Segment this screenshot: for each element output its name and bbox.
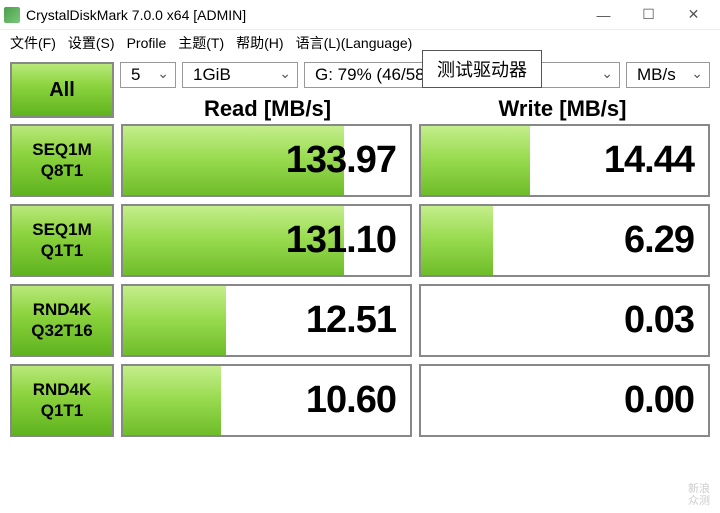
close-button[interactable]: ✕ [671, 1, 716, 29]
read-cell: 131.10 [121, 204, 412, 277]
header-read: Read [MB/s] [120, 94, 415, 122]
all-button[interactable]: All [10, 62, 114, 118]
minimize-button[interactable]: — [581, 1, 626, 29]
result-row: SEQ1MQ8T1 133.97 14.44 [10, 124, 710, 197]
write-value: 0.03 [624, 299, 694, 342]
size-select[interactable]: 1GiB [182, 62, 298, 88]
write-value: 14.44 [604, 139, 694, 182]
menu-settings[interactable]: 设置(S) [64, 31, 119, 55]
write-bar [421, 206, 493, 275]
drive-tooltip: 测试驱动器 [422, 50, 542, 88]
row-label-line1: SEQ1M [32, 140, 92, 160]
write-bar [421, 126, 530, 195]
read-value: 131.10 [286, 219, 396, 262]
row-label-line1: RND4K [33, 300, 92, 320]
read-cell: 133.97 [121, 124, 412, 197]
column-headers: Read [MB/s] Write [MB/s] [120, 94, 710, 122]
read-value: 10.60 [306, 379, 396, 422]
read-value: 12.51 [306, 299, 396, 342]
header-write: Write [MB/s] [415, 94, 710, 122]
controls-row: All 5 1GiB G: 79% (46/58 MB/s Read [MB/s… [10, 62, 710, 118]
row-label-line2: Q1T1 [41, 241, 84, 261]
watermark: 新浪 众测 [688, 483, 710, 507]
row-label-line2: Q32T16 [31, 321, 92, 341]
menubar: 文件(F) 设置(S) Profile 主题(T) 帮助(H) 语言(L)(La… [0, 30, 720, 56]
menu-help[interactable]: 帮助(H) [232, 31, 287, 55]
row-test-button[interactable]: RND4KQ1T1 [10, 364, 114, 437]
write-cell: 14.44 [419, 124, 710, 197]
write-cell: 6.29 [419, 204, 710, 277]
result-row: RND4KQ1T1 10.60 0.00 [10, 364, 710, 437]
row-test-button[interactable]: SEQ1MQ8T1 [10, 124, 114, 197]
row-test-button[interactable]: SEQ1MQ1T1 [10, 204, 114, 277]
count-select[interactable]: 5 [120, 62, 176, 88]
menu-profile[interactable]: Profile [123, 33, 171, 53]
read-bar [123, 366, 221, 435]
write-value: 0.00 [624, 379, 694, 422]
write-cell: 0.03 [419, 284, 710, 357]
row-label-line1: SEQ1M [32, 220, 92, 240]
read-value: 133.97 [286, 139, 396, 182]
content: All 5 1GiB G: 79% (46/58 MB/s Read [MB/s… [0, 56, 720, 447]
row-label-line1: RND4K [33, 380, 92, 400]
menu-file[interactable]: 文件(F) [6, 31, 60, 55]
row-test-button[interactable]: RND4KQ32T16 [10, 284, 114, 357]
unit-select[interactable]: MB/s [626, 62, 710, 88]
result-row: RND4KQ32T16 12.51 0.03 [10, 284, 710, 357]
maximize-button[interactable]: ☐ [626, 1, 671, 29]
row-label-line2: Q1T1 [41, 401, 84, 421]
row-label-line2: Q8T1 [41, 161, 84, 181]
titlebar: CrystalDiskMark 7.0.0 x64 [ADMIN] — ☐ ✕ [0, 0, 720, 30]
selects-row: 5 1GiB G: 79% (46/58 MB/s [120, 62, 710, 88]
app-icon [4, 7, 20, 23]
menu-language[interactable]: 语言(L)(Language) [292, 31, 417, 55]
read-cell: 10.60 [121, 364, 412, 437]
result-row: SEQ1MQ1T1 131.10 6.29 [10, 204, 710, 277]
menu-theme[interactable]: 主题(T) [174, 31, 228, 55]
read-cell: 12.51 [121, 284, 412, 357]
write-value: 6.29 [624, 219, 694, 262]
window-title: CrystalDiskMark 7.0.0 x64 [ADMIN] [26, 7, 581, 23]
read-bar [123, 286, 226, 355]
window-controls: — ☐ ✕ [581, 1, 716, 29]
results-rows: SEQ1MQ8T1133.9714.44SEQ1MQ1T1131.106.29R… [10, 124, 710, 437]
write-cell: 0.00 [419, 364, 710, 437]
